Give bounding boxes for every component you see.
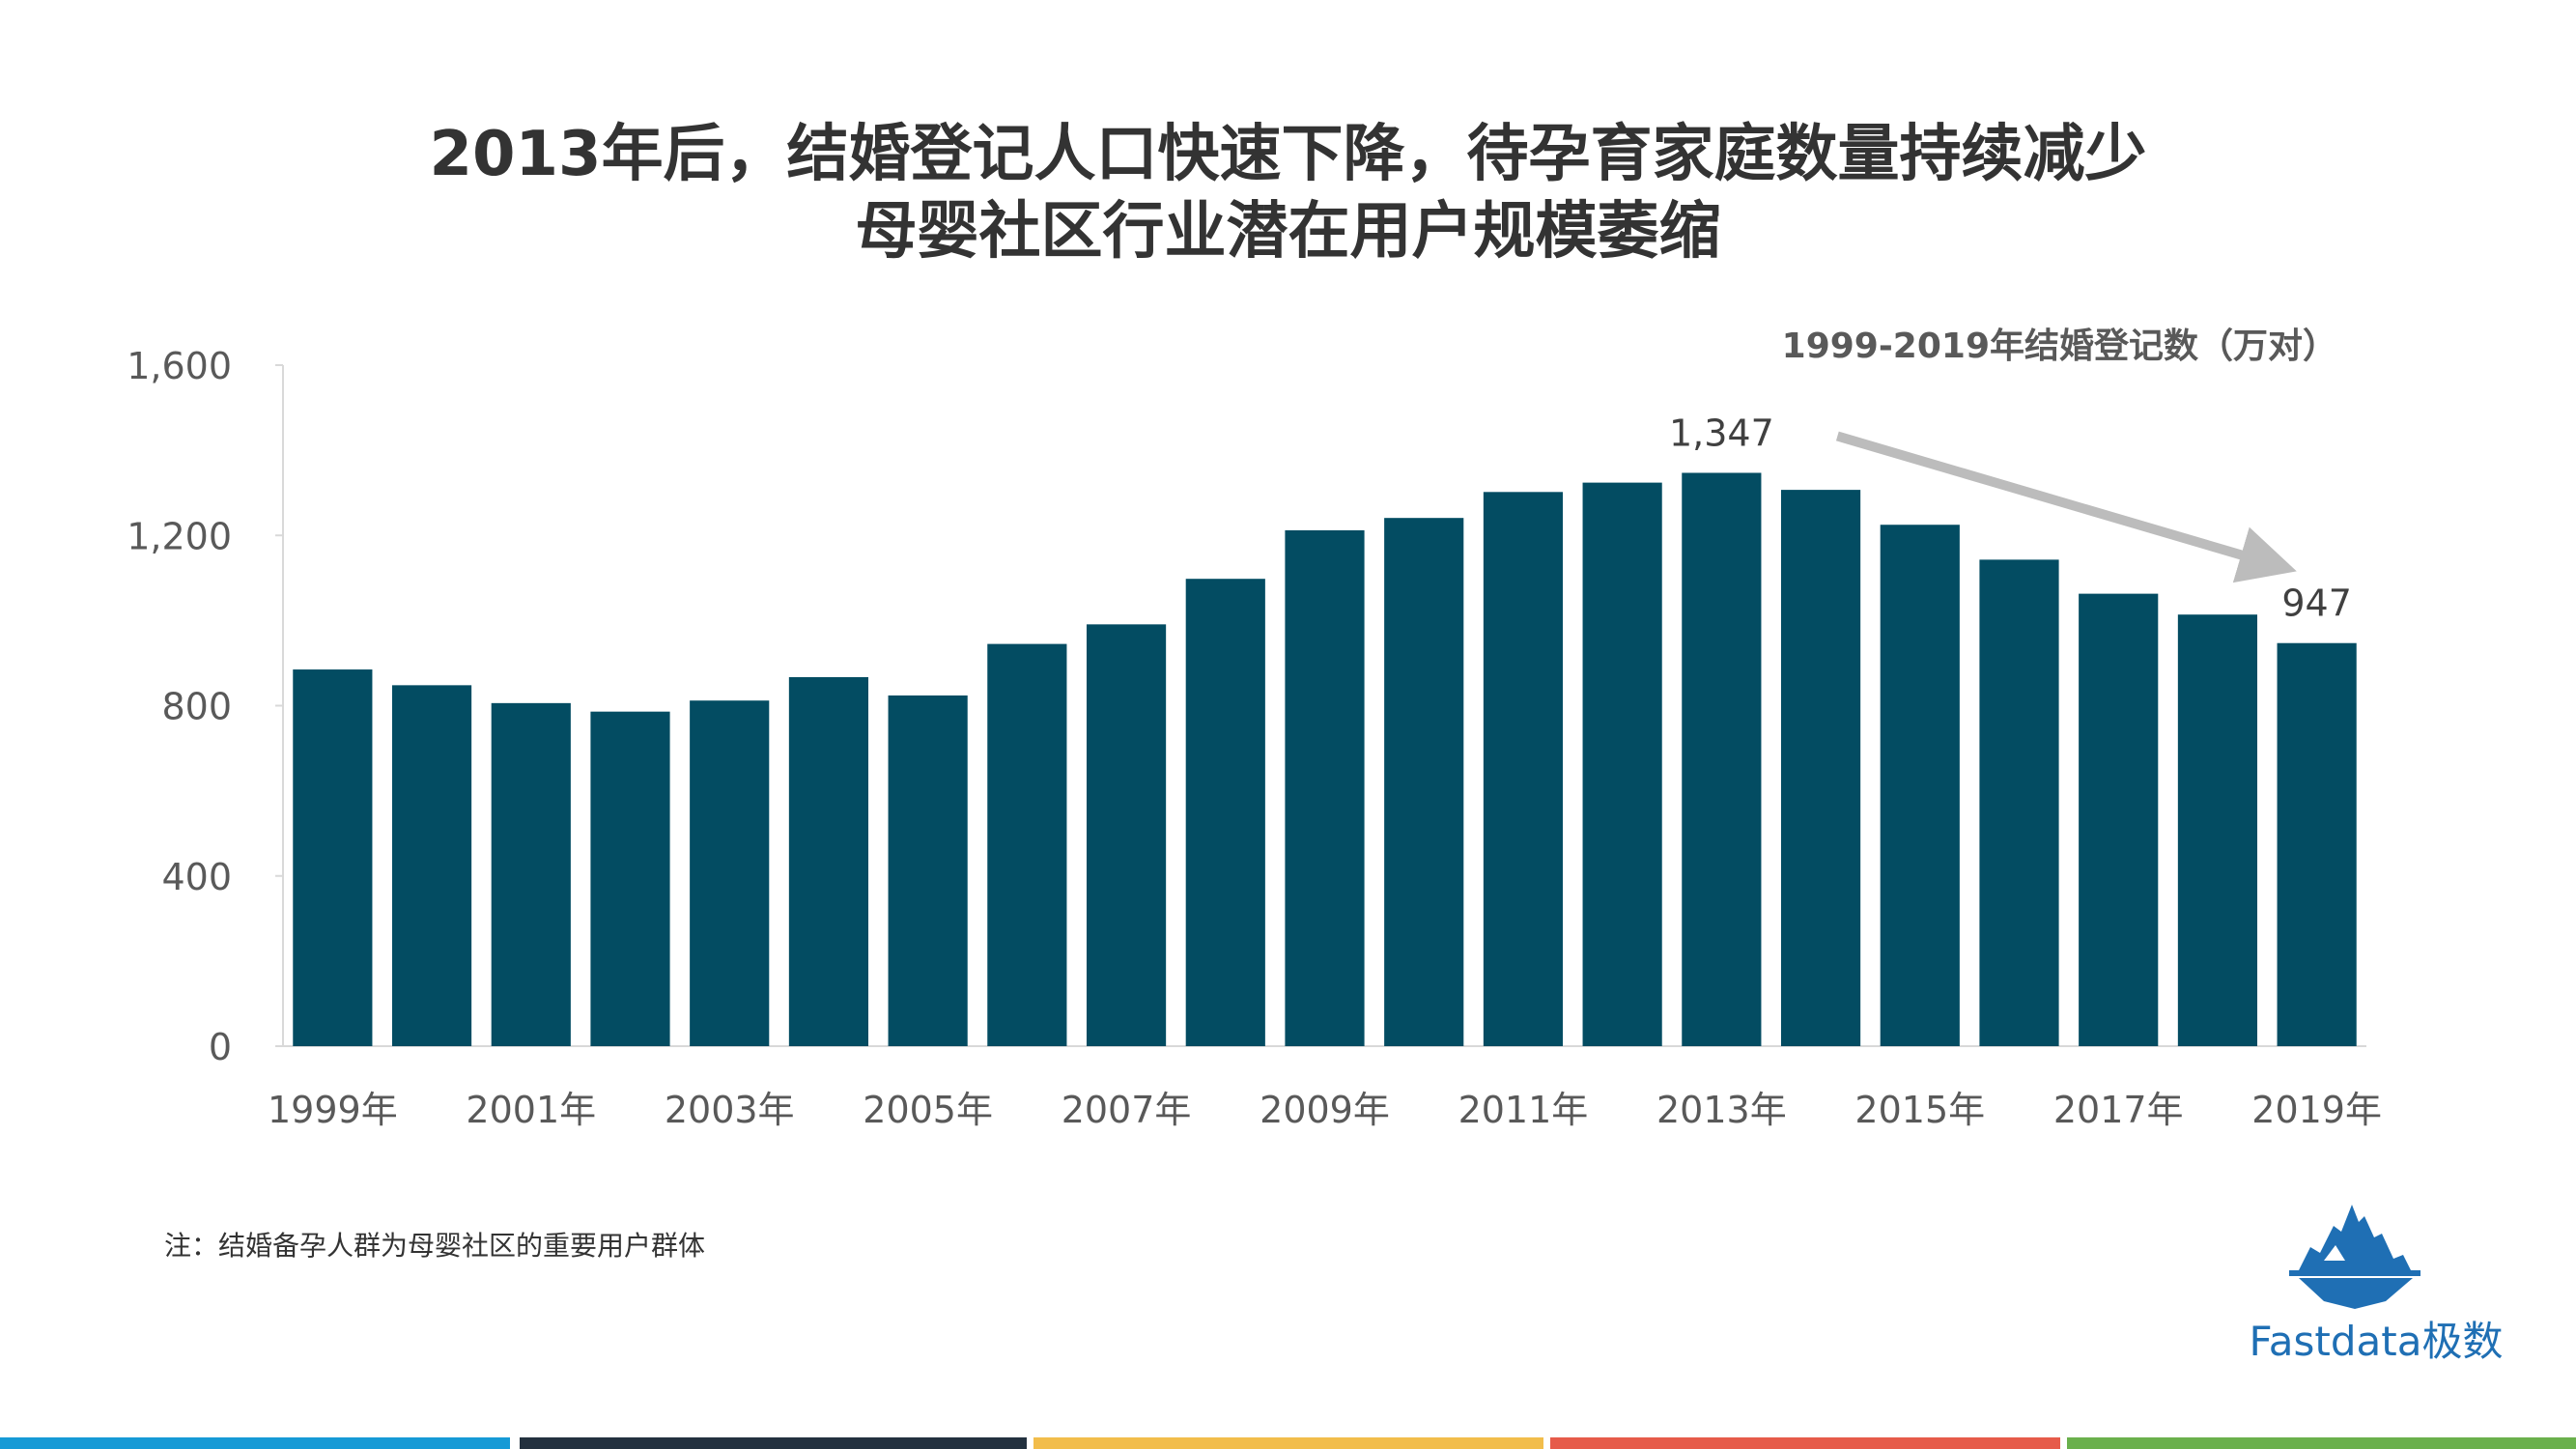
- bar: [888, 695, 968, 1046]
- bottom-bar-1: [0, 1437, 510, 1449]
- bar: [1780, 490, 1861, 1046]
- bar: [590, 711, 670, 1046]
- x-tick-label: 2019年: [2251, 1089, 2382, 1131]
- y-tick-label: 0: [209, 1026, 232, 1068]
- bar: [1979, 559, 2059, 1046]
- bar: [1880, 525, 1960, 1046]
- bottom-bar-3: [1033, 1437, 1543, 1449]
- bar: [1483, 492, 1564, 1046]
- bar: [1285, 529, 1365, 1046]
- y-tick-label: 800: [161, 686, 232, 728]
- x-tick-label: 2003年: [665, 1089, 795, 1131]
- y-tick-label: 400: [161, 856, 232, 898]
- bar: [788, 676, 869, 1046]
- x-tick-label: 2007年: [1062, 1089, 1192, 1131]
- bar: [293, 669, 373, 1046]
- y-tick-label: 1,600: [127, 345, 232, 387]
- page-title-line1: 2013年后，结婚登记人口快速下降，待孕育家庭数量持续减少: [429, 119, 2147, 190]
- y-tick-label: 1,200: [127, 515, 232, 557]
- footnote: 注：结婚备孕人群为母婴社区的重要用户群体: [164, 1230, 706, 1262]
- bottom-bar-2: [520, 1437, 1027, 1449]
- x-tick-label: 1999年: [268, 1089, 398, 1131]
- page-title-line2: 母婴社区行业潜在用户规模萎缩: [855, 196, 1721, 268]
- x-tick-label: 2001年: [466, 1089, 596, 1131]
- bar: [1682, 472, 1762, 1046]
- logo: Fastdata极数: [2231, 1203, 2521, 1367]
- data-label: 947: [2281, 582, 2352, 625]
- x-tick-label: 2017年: [2053, 1089, 2184, 1131]
- bar: [1185, 579, 1265, 1046]
- x-tick-label: 2015年: [1854, 1089, 1985, 1131]
- bottom-bar-5: [2067, 1437, 2576, 1449]
- bar: [391, 685, 472, 1046]
- bottom-bar-4: [1550, 1437, 2060, 1449]
- x-tick-label: 2005年: [863, 1089, 993, 1131]
- bar: [1086, 624, 1167, 1046]
- bar: [2177, 614, 2258, 1046]
- x-tick-label: 2013年: [1656, 1089, 1787, 1131]
- logo-text: Fastdata极数: [2249, 1318, 2504, 1365]
- bar: [2277, 642, 2357, 1046]
- iceberg-icon: [2289, 1205, 2420, 1309]
- data-label: 1,347: [1669, 412, 1774, 454]
- bar: [987, 643, 1067, 1046]
- bar: [690, 700, 770, 1046]
- bar: [1582, 482, 1662, 1046]
- bar: [2079, 593, 2159, 1046]
- trend-arrow: [1835, 431, 2297, 583]
- x-tick-label: 2011年: [1458, 1089, 1589, 1131]
- x-tick-label: 2009年: [1260, 1089, 1390, 1131]
- bar: [1384, 518, 1464, 1046]
- chart-title: 1999-2019年结婚登记数（万对）: [1782, 327, 2337, 366]
- bar: [491, 702, 571, 1046]
